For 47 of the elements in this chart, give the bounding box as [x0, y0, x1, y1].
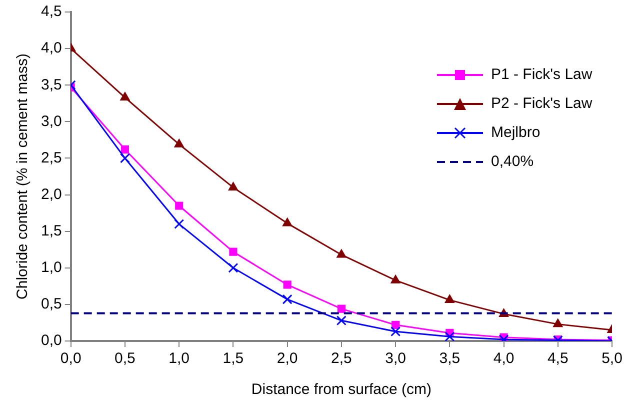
y-tick-label: 4,5	[40, 3, 62, 20]
point	[120, 92, 130, 101]
y-tick-label: 1,0	[40, 259, 62, 276]
legend-label: P2 - Fick's Law	[491, 95, 592, 112]
x-tick-label: 4,0	[493, 350, 514, 368]
point	[175, 202, 184, 210]
legend-label: 0,40%	[491, 153, 534, 170]
point	[228, 182, 238, 190]
point	[390, 326, 401, 336]
point	[282, 294, 292, 304]
x-tick-label: 1,5	[222, 350, 244, 368]
point	[390, 274, 400, 284]
point	[174, 219, 184, 230]
point	[336, 316, 346, 326]
y-tick-label: 3,0	[40, 112, 62, 130]
x-axis-title: Distance from surface (cm)	[251, 381, 432, 398]
y-tick-label: 0,0	[40, 332, 62, 350]
point	[228, 262, 238, 273]
y-tick-label: 2,0	[40, 186, 62, 203]
y-tick-label: 4,0	[40, 40, 62, 57]
point	[283, 280, 292, 289]
point	[444, 332, 455, 341]
y-tick-label: 1,5	[40, 222, 62, 240]
legend-label: P1 - Fick's Law	[491, 66, 592, 83]
point	[229, 248, 238, 256]
point	[336, 249, 346, 258]
x-tick-label: 5,0	[602, 350, 622, 368]
point	[120, 145, 130, 154]
legend-label: Mejlbro	[491, 124, 540, 141]
x-tick-label: 0,0	[60, 350, 82, 368]
point	[444, 294, 454, 304]
x-tick-label: 0,5	[114, 350, 136, 368]
x-tick-label: 4,5	[547, 350, 568, 368]
point	[553, 318, 563, 328]
point	[282, 218, 292, 226]
y-tick-label: 2,5	[40, 149, 62, 166]
x-tick-label: 1,0	[168, 350, 190, 368]
point	[120, 153, 130, 164]
y-axis-title: Chloride content (% in cement mass)	[14, 54, 32, 300]
point	[174, 138, 184, 148]
y-tick-label: 3,5	[40, 76, 62, 94]
x-tick-label: 2,0	[276, 350, 298, 368]
x-tick-label: 3,0	[385, 350, 406, 368]
x-tick-label: 2,5	[330, 350, 352, 368]
y-tick-label: 0,5	[40, 296, 62, 313]
point	[337, 304, 346, 313]
x-tick-label: 3,5	[439, 350, 460, 368]
